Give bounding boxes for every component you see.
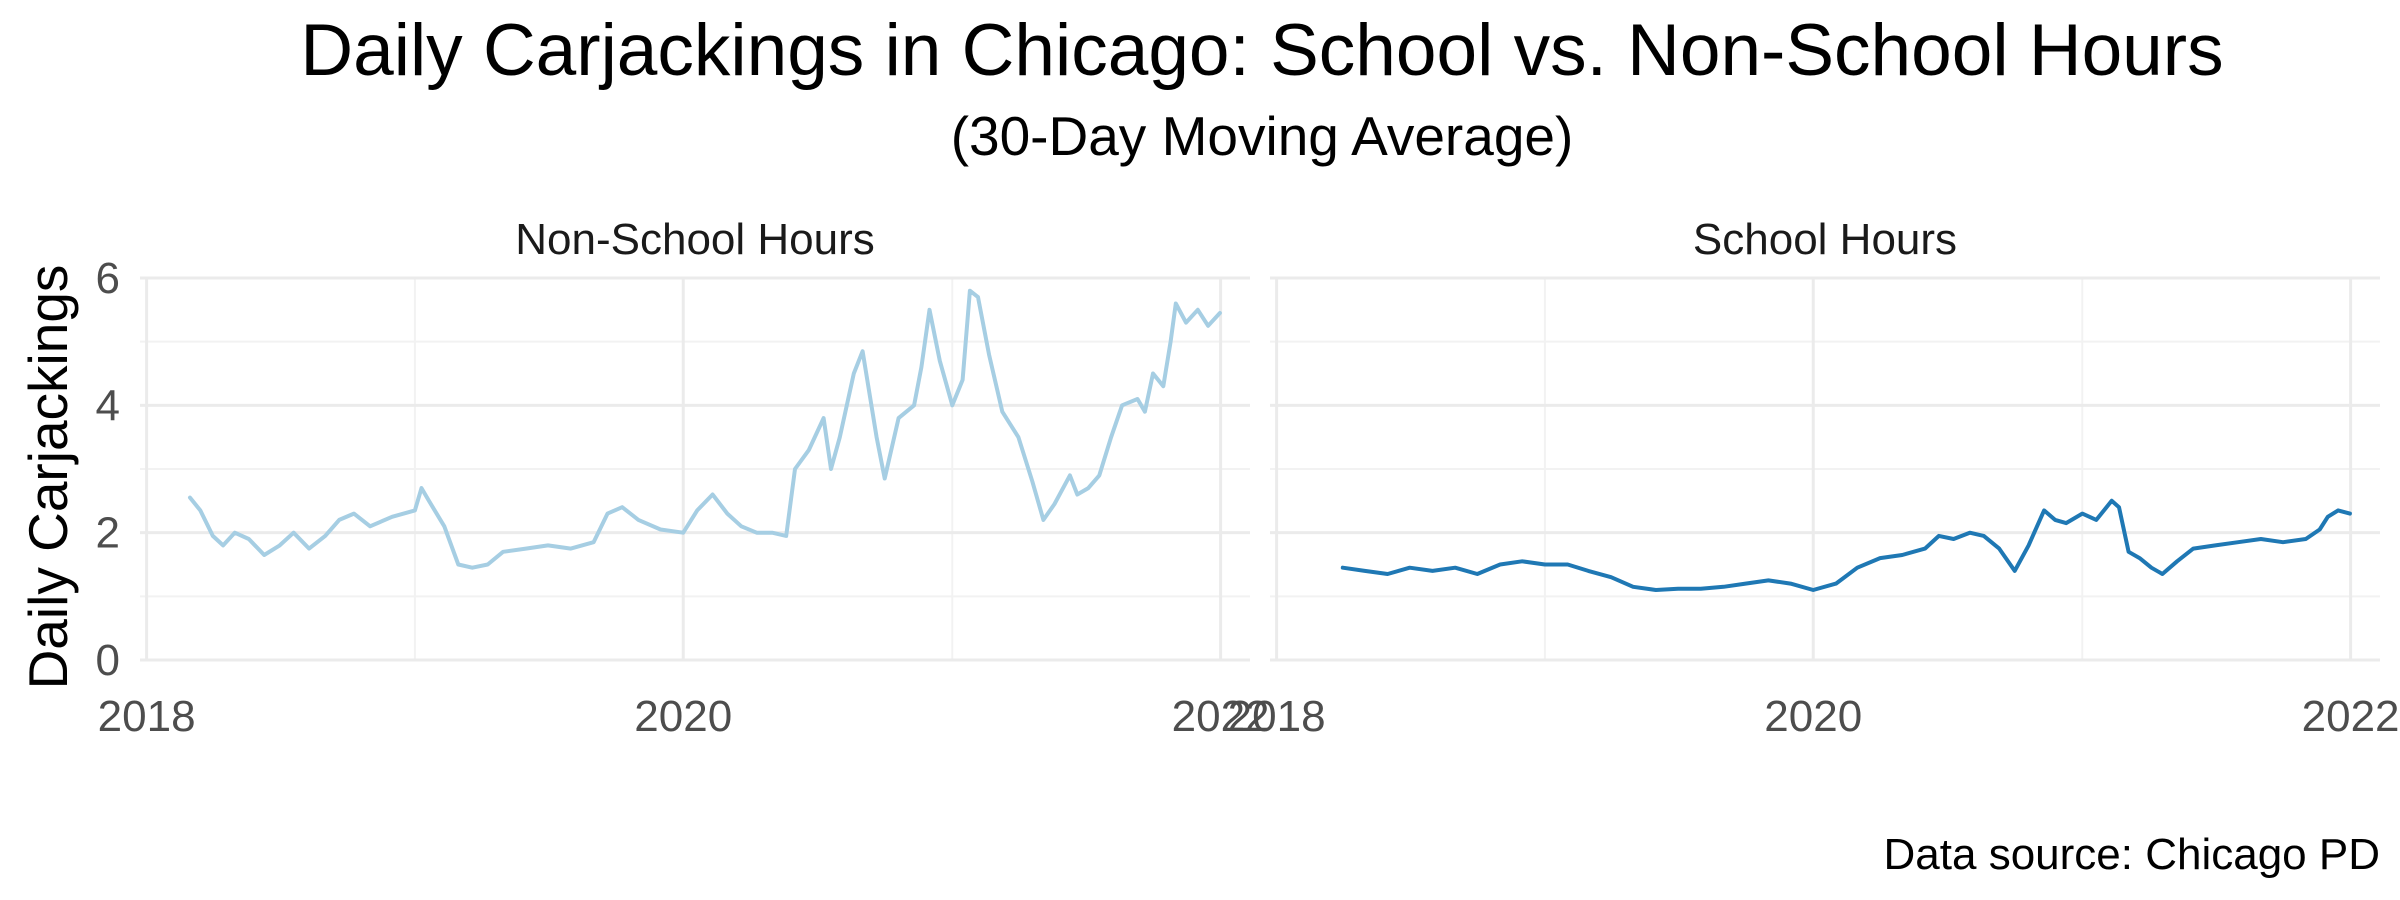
x-tick-label: 2022 xyxy=(1172,692,1270,741)
x-tick-label: 2020 xyxy=(634,692,732,741)
x-tick-label: 2020 xyxy=(1764,692,1862,741)
x-tick-label: 2022 xyxy=(2302,692,2400,741)
chart-caption: Data source: Chicago PD xyxy=(1884,830,2380,879)
chart-subtitle: (30-Day Moving Average) xyxy=(951,105,1574,167)
chart-title: Daily Carjackings in Chicago: School vs.… xyxy=(300,10,2223,91)
y-axis-label: Daily Carjackings xyxy=(17,265,79,690)
series-line-1 xyxy=(1340,498,2352,592)
panel-strip-title: Non-School Hours xyxy=(515,215,875,264)
panel-1: School Hours 2018 2020 2022 xyxy=(1228,215,2400,741)
y-tick-label: 6 xyxy=(96,254,120,303)
y-tick-label: 2 xyxy=(96,509,120,558)
series-line-0 xyxy=(188,288,1222,570)
panel-0: Non-School Hours 0 2 4 6 2018 2020 2022 xyxy=(96,215,1270,741)
panel-strip-title: School Hours xyxy=(1693,215,1957,264)
x-tick-label: 2018 xyxy=(98,692,196,741)
x-tick-label: 2018 xyxy=(1228,692,1326,741)
y-tick-label: 4 xyxy=(96,381,120,430)
y-tick-label: 0 xyxy=(96,636,120,685)
